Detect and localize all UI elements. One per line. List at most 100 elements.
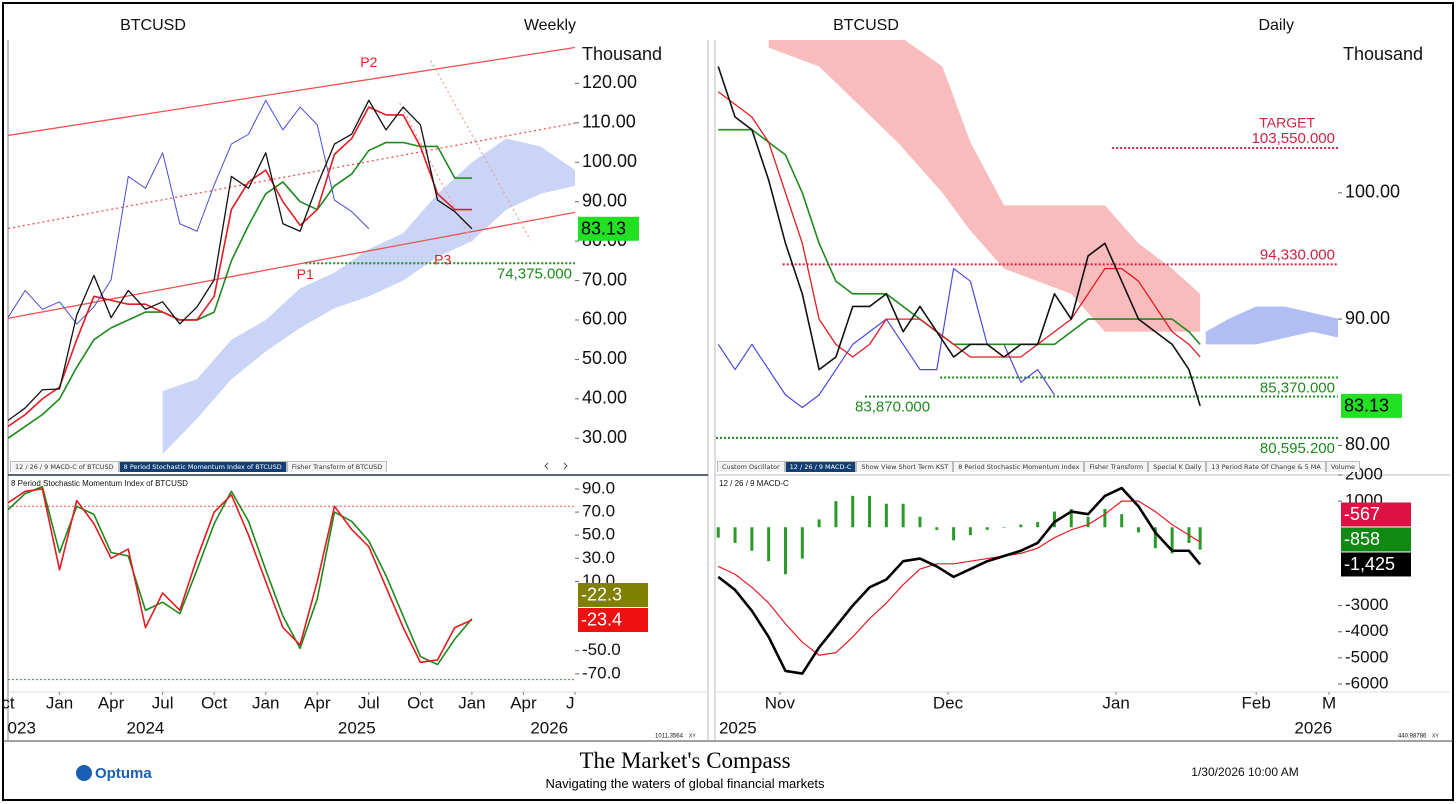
level-label: 103,550.000 <box>1252 130 1335 147</box>
level-label: 74,375.000 <box>497 265 572 282</box>
x-tick-label: ct <box>1 693 15 712</box>
y-tick-label: 40.00 <box>582 388 627 408</box>
histogram-bar <box>733 527 737 543</box>
tab[interactable]: Fisher Transform of BTCUSD <box>286 461 388 472</box>
x-tick-label: Feb <box>1242 693 1271 712</box>
interval: Weekly <box>524 17 576 34</box>
tab[interactable]: Volume <box>1325 461 1361 472</box>
y-tick-label: -5000 <box>1345 647 1388 666</box>
y-tick-label: 50.0 <box>582 525 615 544</box>
series-line <box>717 500 1201 656</box>
tab[interactable]: Fisher Transform <box>1084 461 1149 472</box>
histogram-bar <box>868 495 872 528</box>
scale-readout: 1011.3564 <box>655 734 684 740</box>
y-tick-label: 110.00 <box>582 112 636 132</box>
y-tick-label: -6000 <box>1345 673 1388 692</box>
scale-mode: XY <box>689 733 696 739</box>
tagline: Navigating the waters of global financia… <box>545 776 825 791</box>
trend-line <box>430 60 531 241</box>
series-line <box>717 486 1202 675</box>
scroll-left[interactable] <box>544 462 549 470</box>
x-tick-label: Jan <box>46 693 73 712</box>
interval: Daily <box>1258 17 1294 34</box>
histogram-bar <box>800 527 804 559</box>
trend-line <box>8 122 575 230</box>
price-label-box <box>1341 502 1411 527</box>
y-tick-label: 30.0 <box>582 548 615 567</box>
price-label-box <box>578 582 648 607</box>
y-tick-label: 70.0 <box>582 502 615 521</box>
cloud <box>1205 306 1338 345</box>
price-label-box <box>1341 527 1411 552</box>
series-line <box>8 141 472 439</box>
y-tick-label: -50.0 <box>582 640 621 659</box>
y-tick-label: 30.00 <box>582 427 627 447</box>
price-label-box <box>578 216 639 241</box>
series-line <box>8 99 473 422</box>
histogram-bar <box>901 503 905 528</box>
plot-area <box>716 40 1338 439</box>
timestamp: 1/30/2026 10:00 AM <box>1191 765 1298 779</box>
tab[interactable]: 12 / 26 / 9 MACD-C <box>784 461 857 472</box>
series-line <box>8 488 473 664</box>
price-label: -567 <box>1344 504 1380 524</box>
price-label: -1,425 <box>1344 554 1395 574</box>
y-tick-label: -70.0 <box>582 663 621 682</box>
tab[interactable]: Custom Oscillator <box>717 461 785 472</box>
histogram-bar <box>1036 522 1040 528</box>
x-tick-label: Apr <box>304 693 331 712</box>
scale-readout: 440.98786 <box>1398 734 1427 740</box>
cloud <box>768 40 1201 332</box>
x-tick-label: Oct <box>407 693 434 712</box>
series-line <box>718 128 1201 346</box>
tab[interactable]: 8 Period Stochastic Momentum Index <box>953 461 1085 472</box>
x-tick-label: Oct <box>201 693 228 712</box>
tab[interactable]: 12 / 26 / 9 MACD-C of BTCUSD <box>10 461 119 472</box>
y-tick-label: 50.00 <box>582 348 627 368</box>
histogram-bar <box>783 527 787 575</box>
trend-line <box>8 46 575 137</box>
level-label: 83,870.000 <box>855 398 930 415</box>
x-tick-label: Apr <box>98 693 125 712</box>
tab[interactable]: Special K Daily <box>1148 461 1207 472</box>
series-line <box>8 106 472 428</box>
tab[interactable]: Show View Short Term KST <box>856 461 954 472</box>
series-line <box>8 99 370 325</box>
x-tick-label: Jan <box>252 693 279 712</box>
year-label: 2024 <box>127 718 165 737</box>
histogram-bar <box>716 527 720 538</box>
symbol: BTCUSD <box>833 17 899 34</box>
price-label-box <box>1341 393 1402 418</box>
year-label: 023 <box>8 718 36 737</box>
scale-mode: XY <box>1432 733 1439 739</box>
histogram-bar <box>1019 524 1023 528</box>
histogram-bar <box>767 527 771 562</box>
unit: Thousand <box>1343 44 1423 64</box>
price-label: 83.13 <box>581 219 626 239</box>
histogram-bar <box>817 519 821 528</box>
histogram-bar <box>918 516 922 528</box>
trend-line <box>399 102 473 242</box>
tab[interactable]: 8 Period Stochastic Momentum Index of BT… <box>118 461 287 472</box>
histogram-bar <box>1002 527 1006 528</box>
x-tick-label: Ju <box>566 693 584 712</box>
series-line <box>8 485 473 666</box>
histogram-bar <box>1120 514 1124 528</box>
histogram-bar <box>935 527 939 530</box>
y-tick-label: -4000 <box>1345 621 1388 640</box>
level-label: 94,330.000 <box>1260 246 1335 263</box>
price-label: 83.13 <box>1344 396 1389 416</box>
scroll-right[interactable] <box>563 462 568 470</box>
series-line <box>717 66 1201 407</box>
histogram-bar <box>1086 516 1090 528</box>
y-tick-label: 90.0 <box>582 478 615 497</box>
tab[interactable]: 13 Period Rate Of Change & 5 MA <box>1206 461 1326 472</box>
histogram-bar <box>1198 527 1202 550</box>
pane-title: 12 / 26 / 9 MACD-C <box>719 479 789 488</box>
price-label: -23.4 <box>581 610 622 630</box>
plot-area <box>8 485 575 681</box>
histogram-bar <box>968 527 972 536</box>
year-label: 2025 <box>719 718 757 737</box>
